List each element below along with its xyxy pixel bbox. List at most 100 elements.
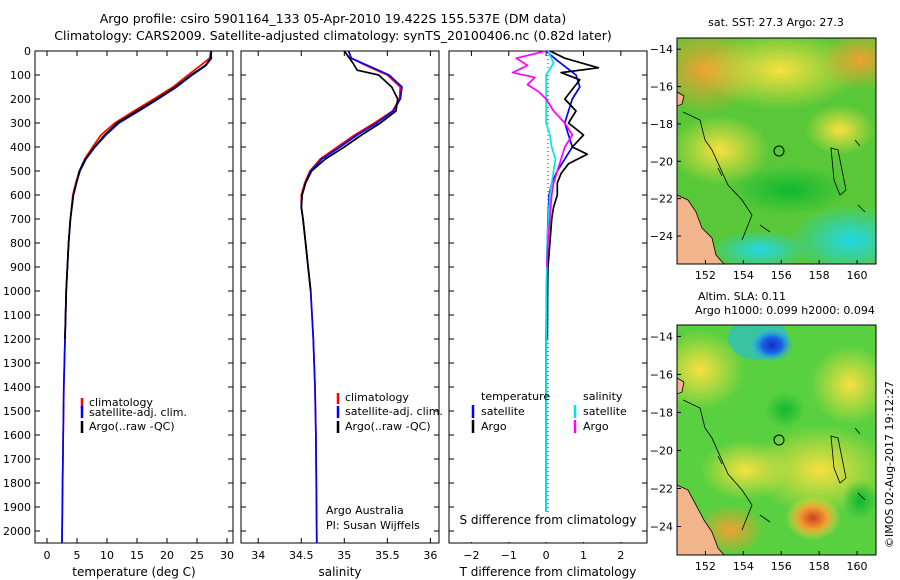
map-x-tick-label: 160 [847, 560, 868, 573]
map-y-tick-label: −18 [650, 406, 673, 419]
map-x-tick-label: 158 [809, 269, 830, 282]
x-tick-label: 30 [220, 549, 234, 562]
reef-contour [854, 139, 866, 213]
land-australia-top [677, 377, 685, 395]
x-tick-label: 35.5 [375, 549, 400, 562]
reef-contour [682, 111, 771, 241]
figure-title-line1: Argo profile: csiro 5901164_133 05-Apr-2… [100, 11, 567, 26]
y-tick-label: 500 [10, 165, 31, 178]
y-tick-label: 1600 [3, 429, 31, 442]
map-x-tick-label: 156 [771, 269, 792, 282]
difference-xlabel: T difference from climatology [459, 565, 637, 579]
difference-xlabel-top: S difference from climatology [460, 513, 637, 527]
land-australia [677, 194, 725, 264]
sla-map-ticks: 152 154 156 158 160 −14 −16 −18 −20 −22 −24 [650, 330, 868, 573]
sst-warm-patch [820, 38, 876, 90]
sst-map-title: sat. SST: 27.3 Argo: 27.3 [708, 16, 844, 29]
y-tick-label: 200 [10, 93, 31, 106]
temperature-xlabel: temperature (deg C) [72, 565, 195, 579]
sla-map-title-line2: Argo h1000: 0.099 h2000: 0.094 [695, 304, 875, 317]
difference-profiles [511, 50, 600, 532]
series-line-temperature-satellite [545, 50, 581, 531]
salinity-legend: climatology satellite-adj. clim. Argo(..… [336, 391, 443, 433]
y-tick-label: 1200 [3, 333, 31, 346]
map-x-tick-label: 154 [733, 269, 754, 282]
map-y-tick-label: −20 [650, 444, 673, 457]
sla-low-patch [765, 392, 805, 428]
salinity-xlabel: salinity [318, 565, 361, 579]
difference-legend: temperature salinity satellite Argo sate… [471, 390, 627, 433]
x-tick-label: −2 [463, 549, 479, 562]
legend-label-argo: Argo(..raw -QC) [89, 420, 175, 433]
salinity-panel: 34 34.5 35 35.5 36 salinity climatology sate… [240, 50, 443, 579]
y-tick-label: 300 [10, 117, 31, 130]
sst-cool-patch [730, 165, 850, 215]
x-tick-label: 25 [190, 549, 204, 562]
credit-pi: PI: Susan Wijffels [326, 519, 420, 532]
figure-title-line2: Climatology: CARS2009. Satellite-adjuste… [54, 28, 611, 43]
imos-watermark: ©IMOS 02-Aug-2017 19:12:27 [883, 381, 896, 548]
temperature-axes-box [34, 50, 234, 544]
y-tick-label: 1000 [3, 285, 31, 298]
x-tick-label: 5 [74, 549, 81, 562]
y-tick-label: 100 [10, 69, 31, 82]
map-y-tick-label: −18 [650, 118, 673, 131]
y-tick-label: 700 [10, 213, 31, 226]
difference-xlabel-top-background [464, 512, 634, 542]
sla-high-patch [810, 345, 876, 425]
y-tick-label: 1400 [3, 381, 31, 394]
map-x-tick-label: 152 [695, 269, 716, 282]
x-tick-label: 1 [580, 549, 587, 562]
credit-org: Argo Australia [326, 504, 404, 517]
sla-field [677, 325, 876, 555]
land-australia-top [677, 91, 685, 107]
sst-cool-patch [790, 205, 876, 264]
x-tick-label: 20 [160, 549, 174, 562]
legend-label-climatology: climatology [89, 396, 153, 409]
y-tick-label: 1900 [3, 501, 31, 514]
sst-warm-patch [700, 38, 860, 110]
map-y-tick-label: −22 [650, 193, 673, 206]
legend-label-satellite: satellite-adj. clim. [345, 405, 443, 418]
reef-contour [682, 399, 771, 531]
y-tick-label: 2000 [3, 525, 31, 538]
sla-low-patch [842, 480, 876, 520]
y-tick-label: 1300 [3, 357, 31, 370]
y-tick-label: 600 [10, 189, 31, 202]
x-tick-label: 34.5 [289, 549, 314, 562]
argo-position-marker [773, 145, 785, 157]
x-tick-label: 10 [100, 549, 114, 562]
y-tick-label: 900 [10, 261, 31, 274]
map-x-tick-label: 160 [847, 269, 868, 282]
map-y-tick-label: −24 [650, 230, 673, 243]
sla-high-patch [700, 440, 790, 500]
series-line-argo [300, 50, 399, 292]
y-tick-label: 1800 [3, 477, 31, 490]
temperature-profiles [61, 50, 213, 544]
y-tick-label: 0 [24, 45, 31, 58]
x-tick-label: 34 [251, 549, 265, 562]
x-tick-label: 15 [130, 549, 144, 562]
y-tick-label: 1500 [3, 405, 31, 418]
argo-position-marker [773, 434, 785, 446]
sst-map-ticks: 152 154 156 158 160 −14 −16 −18 −20 −22 −24 [650, 43, 868, 282]
sla-map-frame [676, 324, 877, 556]
legend-label-s-satellite: satellite [583, 405, 627, 418]
sst-warm-patch [677, 115, 770, 185]
map-y-tick-label: −20 [650, 155, 673, 168]
land-australia [677, 484, 725, 555]
legend-heading-salinity: salinity [583, 390, 623, 403]
salinity-profiles [300, 50, 403, 544]
salinity-ticks: 34 34.5 35 35.5 36 [241, 50, 439, 562]
map-x-tick-label: 152 [695, 560, 716, 573]
x-tick-label: 36 [423, 549, 437, 562]
map-y-tick-label: −22 [650, 482, 673, 495]
sst-cool-patch [710, 230, 810, 264]
sla-peak [785, 496, 841, 540]
temperature-ticks: 0100200300400500600700800900100011001200… [3, 45, 234, 562]
legend-label-satellite: satellite-adj. clim. [89, 406, 187, 419]
y-tick-label: 800 [10, 237, 31, 250]
map-y-tick-label: −14 [650, 43, 673, 56]
legend-label-t-argo: Argo [481, 420, 507, 433]
sst-field [677, 38, 876, 264]
